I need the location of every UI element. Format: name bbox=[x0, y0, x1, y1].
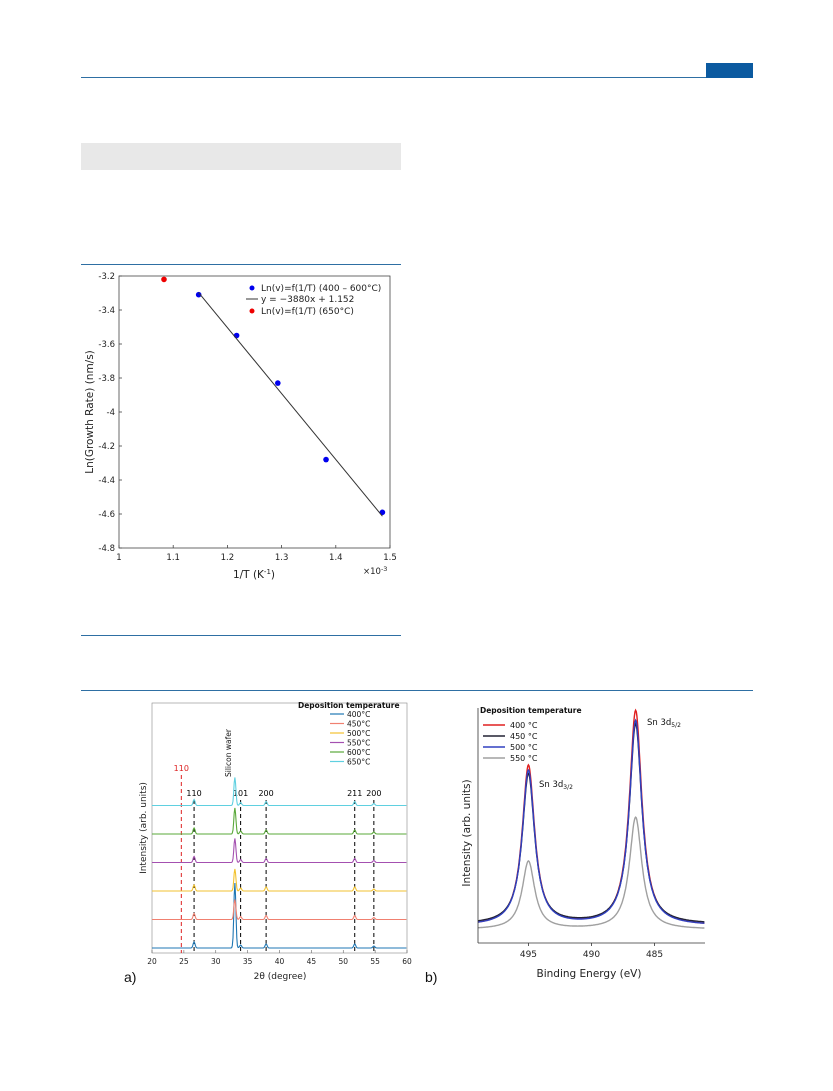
x-tick-label: 20 bbox=[147, 957, 157, 966]
peak-label: 200 bbox=[366, 789, 381, 798]
xrd-curve bbox=[152, 777, 407, 807]
legend-label: 550 °C bbox=[510, 754, 538, 763]
legend-marker-650 bbox=[249, 308, 255, 314]
x-tick-label: 1.4 bbox=[329, 553, 343, 563]
data-point bbox=[323, 456, 329, 463]
y-tick-label: -4 bbox=[107, 408, 115, 418]
chart-legend: Ln(v)=f(1/T) (400 – 600°C) y = −3880x + … bbox=[246, 284, 381, 317]
figure-top-rule bbox=[81, 264, 401, 265]
xrd-substrate-label: Silicon wafer bbox=[224, 728, 233, 777]
x-axis-label: 1/T (K-1) bbox=[233, 568, 275, 581]
legend-label: 400°C bbox=[347, 710, 370, 719]
x-tick-label: 1.2 bbox=[221, 553, 235, 563]
peak-label: 200 bbox=[258, 789, 273, 798]
y-tick-label: -3.4 bbox=[98, 306, 115, 316]
xrd-x-ticks: 20 25 30 35 40 45 50 55 60 bbox=[147, 950, 412, 966]
peak-label: Sn 3d5/2 bbox=[647, 718, 681, 729]
data-point bbox=[233, 332, 240, 339]
x-tick-label: 30 bbox=[211, 957, 221, 966]
figure-bottom-rule bbox=[81, 635, 401, 636]
x-tick-label: 1.1 bbox=[166, 553, 180, 563]
peak-label: 211 bbox=[347, 789, 362, 798]
y-tick-label: -4.4 bbox=[98, 476, 115, 486]
xps-legend: Deposition temperature 400 °C 450 °C 500 °… bbox=[480, 706, 582, 763]
header-rule bbox=[81, 77, 753, 78]
legend-label: 450 °C bbox=[510, 732, 538, 741]
xps-chart: 495 490 485 Deposition temperature 400 °C 4… bbox=[461, 706, 705, 980]
x-tick-label: 1.3 bbox=[275, 553, 289, 563]
xrd-reference-lines: 110 110 101 200 211 200 bbox=[174, 764, 381, 953]
legend-label: 500°C bbox=[347, 729, 370, 738]
xps-y-axis-label: Intensity (arb. units) bbox=[461, 779, 473, 886]
caption-box bbox=[81, 143, 401, 170]
x-tick-label: 60 bbox=[402, 957, 412, 966]
legend-label: 600°C bbox=[347, 748, 370, 757]
peak-label: 110 bbox=[186, 789, 201, 798]
data-point bbox=[195, 291, 202, 298]
xrd-curve bbox=[152, 807, 407, 835]
data-point bbox=[161, 276, 167, 283]
xrd-curve bbox=[152, 838, 407, 864]
y-tick-label: -3.8 bbox=[98, 374, 115, 384]
x-tick-label: 1 bbox=[116, 553, 121, 563]
xrd-curve bbox=[152, 882, 407, 949]
x-tick-label: 25 bbox=[179, 957, 189, 966]
x-tick-label: 485 bbox=[646, 950, 663, 960]
xrd-plot-area bbox=[151, 702, 408, 954]
xps-spectrum-curves bbox=[477, 708, 705, 929]
legend-label: 400 °C bbox=[510, 721, 538, 730]
y-tick-label: -4.6 bbox=[98, 510, 115, 520]
xrd-curve bbox=[152, 899, 407, 921]
legend-label: 550°C bbox=[347, 739, 370, 748]
xrd-legend-title: Deposition temperature bbox=[298, 701, 400, 710]
panel-b-label: b) bbox=[425, 969, 438, 985]
figure2-top-rule bbox=[81, 690, 753, 691]
data-point bbox=[379, 509, 386, 516]
fit-line bbox=[198, 292, 383, 517]
chart-ticks: 1 1.1 1.2 1.3 1.4 1.5 -3.2 -3.4 -3.6 -3.8 -4 -4.2 -4… bbox=[98, 272, 396, 563]
legend-label: 450°C bbox=[347, 720, 370, 729]
x-tick-label: 1.5 bbox=[383, 553, 397, 563]
x-tick-label: 55 bbox=[370, 957, 380, 966]
peak-label: 110 bbox=[174, 764, 189, 773]
xrd-curve bbox=[152, 868, 407, 892]
xps-x-ticks: 495 490 485 bbox=[520, 943, 663, 960]
xrd-legend: Deposition temperature 400°C450°C500°C55… bbox=[298, 701, 400, 767]
x-tick-label: 45 bbox=[307, 957, 317, 966]
y-tick-label: -3.2 bbox=[98, 272, 115, 282]
xrd-pattern-curves bbox=[152, 777, 407, 949]
data-point bbox=[275, 380, 281, 386]
legend-label-fit-line: y = −3880x + 1.152 bbox=[261, 295, 354, 305]
x-tick-label: 495 bbox=[520, 950, 537, 960]
growth-rate-chart: 1 1.1 1.2 1.3 1.4 1.5 -3.2 -3.4 -3.6 -3.8 -4 -4.2 -4… bbox=[84, 272, 397, 581]
legend-label-650: Ln(v)=f(1/T) (650°C) bbox=[261, 307, 354, 317]
legend-label: 650°C bbox=[347, 758, 370, 767]
panel-a-label: a) bbox=[124, 969, 137, 985]
x-tick-label: 35 bbox=[243, 957, 253, 966]
xps-x-axis-label: Binding Energy (eV) bbox=[537, 968, 642, 980]
header-accent-block bbox=[706, 63, 753, 78]
chart-marks bbox=[161, 276, 386, 517]
legend-label: 500 °C bbox=[510, 743, 538, 752]
x-tick-label: 40 bbox=[275, 957, 285, 966]
legend-marker-fit-points bbox=[249, 285, 255, 291]
xrd-y-axis-label: Intensity (arb. units) bbox=[139, 782, 149, 874]
legend-label-fit-points: Ln(v)=f(1/T) (400 – 600°C) bbox=[261, 284, 381, 294]
y-tick-label: -4.8 bbox=[98, 544, 115, 554]
xrd-chart: 110 110 101 200 211 200 20 25 30 35 40 45 50 55 60 De… bbox=[139, 701, 412, 982]
xps-curve bbox=[478, 816, 705, 929]
xps-peak-labels: Sn 3d3/2 Sn 3d5/2 bbox=[539, 718, 681, 791]
xrd-x-axis-label: 2θ (degree) bbox=[254, 972, 307, 982]
y-tick-label: -4.2 bbox=[98, 442, 115, 452]
x-tick-label: 490 bbox=[583, 950, 600, 960]
peak-label: Sn 3d3/2 bbox=[539, 780, 573, 791]
x-axis-multiplier: ×10-3 bbox=[363, 565, 387, 577]
peak-label: 101 bbox=[233, 789, 248, 798]
xps-curve bbox=[477, 718, 705, 924]
xps-legend-title: Deposition temperature bbox=[480, 706, 582, 715]
y-tick-label: -3.6 bbox=[98, 340, 115, 350]
chart-axes bbox=[118, 275, 391, 549]
y-axis-label: Ln(Growth Rate) (nm/s) bbox=[84, 350, 96, 474]
x-tick-label: 50 bbox=[338, 957, 348, 966]
